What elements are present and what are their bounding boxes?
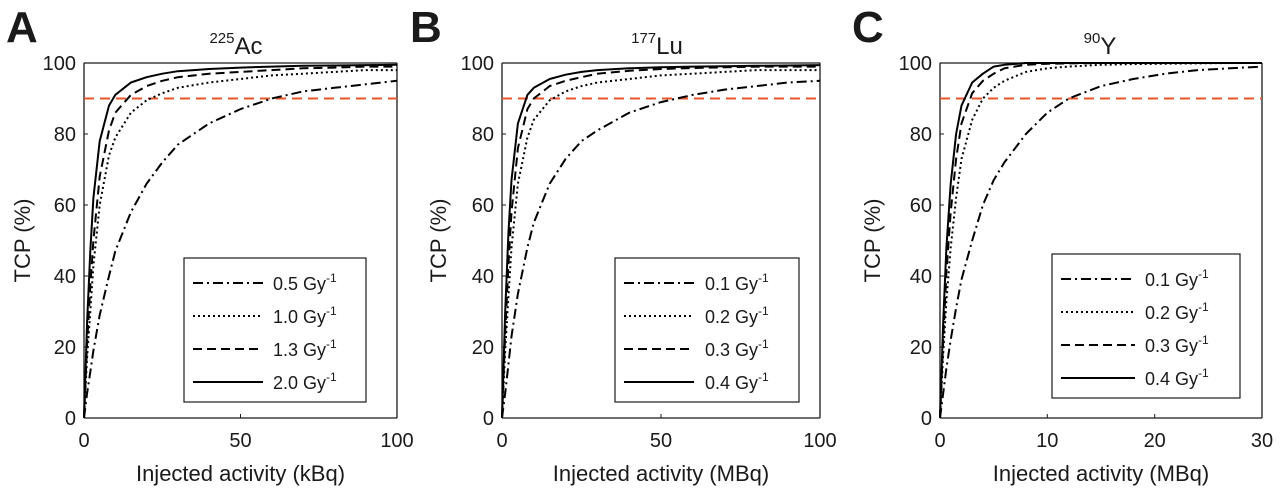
legend-label-1: 0.2 Gy-1 — [705, 304, 769, 327]
legend-label-3: 0.4 Gy-1 — [1145, 366, 1209, 389]
y-tick-label: 0 — [65, 408, 76, 430]
x-tick-label: 100 — [803, 430, 836, 452]
series-layer — [939, 62, 1263, 419]
chart-title: 90Y — [1084, 30, 1117, 60]
series-line-1 — [83, 69, 397, 419]
series-line-3 — [501, 64, 821, 419]
y-axis-label: TCP (%) — [10, 199, 35, 283]
legend-label-2: 0.3 Gy-1 — [705, 337, 769, 360]
y-axis-label: TCP (%) — [426, 199, 451, 283]
x-tick-label: 10 — [1036, 430, 1058, 452]
x-tick-label: 50 — [650, 430, 672, 452]
legend: 0.1 Gy-1 0.2 Gy-1 0.3 Gy-1 0.4 Gy-1 — [614, 257, 800, 403]
legend: 0.5 Gy-1 1.0 Gy-1 1.3 Gy-1 2.0 Gy-1 — [183, 257, 367, 403]
y-tick-label: 60 — [910, 195, 932, 217]
x-axis-label: Injected activity (kBq) — [136, 461, 345, 486]
title-element: Lu — [656, 33, 683, 60]
y-tick-label: 0 — [921, 408, 932, 430]
x-tick-label: 100 — [380, 430, 413, 452]
panel-a: A 225Ac 0 20 40 60 80 100 0 50 100 Injec… — [6, 3, 414, 486]
legend: 0.1 Gy-1 0.2 Gy-1 0.3 Gy-1 0.4 Gy-1 — [1051, 253, 1241, 399]
y-tick-label: 40 — [54, 266, 76, 288]
series-line-2 — [501, 65, 820, 419]
series-line-2 — [939, 62, 1262, 419]
y-tick-label: 20 — [910, 337, 932, 359]
y-tick-label: 80 — [54, 124, 76, 146]
title-element: Ac — [235, 33, 263, 60]
x-axis-label: Injected activity (MBq) — [993, 461, 1209, 486]
title-isotope-mass: 177 — [631, 30, 656, 47]
y-axis-label: TCP (%) — [860, 199, 885, 283]
y-tick-label: 60 — [54, 195, 76, 217]
series-line-2 — [83, 65, 397, 419]
x-tick-label: 20 — [1144, 430, 1166, 452]
panel-c: C 90Y 0 20 40 60 80 100 0 10 20 30 Injec… — [852, 3, 1273, 486]
series-line-3 — [939, 62, 1262, 419]
panel-label: B — [410, 3, 442, 52]
title-element: Y — [1100, 33, 1116, 60]
series-line-3 — [83, 63, 398, 419]
legend-label-2: 1.3 Gy-1 — [273, 337, 337, 360]
series-line-0 — [83, 79, 398, 419]
y-tick-label: 40 — [472, 266, 494, 288]
x-tick-label: 0 — [496, 430, 507, 452]
legend-label-0: 0.1 Gy-1 — [705, 271, 769, 294]
y-tick-label: 80 — [472, 124, 494, 146]
y-tick-label: 40 — [910, 266, 932, 288]
y-tick-label: 0 — [483, 408, 494, 430]
series-line-0 — [501, 79, 821, 419]
x-axis-label: Injected activity (MBq) — [553, 461, 769, 486]
x-tick-label: 50 — [229, 430, 251, 452]
legend-label-2: 0.3 Gy-1 — [1145, 333, 1209, 356]
y-ticks: 0 20 40 60 80 100 — [43, 53, 88, 430]
x-tick-label: 0 — [78, 430, 89, 452]
y-tick-label: 100 — [899, 53, 932, 75]
x-tick-label: 0 — [934, 430, 945, 452]
series-layer — [83, 63, 398, 419]
y-tick-label: 80 — [910, 124, 932, 146]
legend-label-0: 0.5 Gy-1 — [273, 271, 337, 294]
legend-label-3: 2.0 Gy-1 — [273, 370, 337, 393]
title-isotope-mass: 225 — [209, 30, 234, 47]
title-isotope-mass: 90 — [1084, 30, 1101, 47]
x-ticks: 0 50 100 — [78, 414, 414, 452]
x-ticks: 0 50 100 — [496, 414, 837, 452]
y-tick-label: 100 — [43, 53, 76, 75]
y-tick-label: 20 — [472, 337, 494, 359]
panel-label: C — [852, 3, 884, 52]
legend-label-0: 0.1 Gy-1 — [1145, 267, 1209, 290]
y-ticks: 0 20 40 60 80 100 — [899, 53, 944, 430]
chart-title: 177Lu — [631, 30, 683, 60]
series-layer — [501, 64, 821, 419]
y-tick-label: 20 — [54, 337, 76, 359]
series-line-1 — [501, 69, 820, 419]
y-tick-label: 100 — [461, 53, 494, 75]
x-tick-label: 30 — [1251, 430, 1273, 452]
legend-label-1: 0.2 Gy-1 — [1145, 300, 1209, 323]
chart-title: 225Ac — [209, 30, 262, 60]
y-ticks: 0 20 40 60 80 100 — [461, 53, 506, 430]
legend-box — [1051, 253, 1241, 399]
y-tick-label: 60 — [472, 195, 494, 217]
legend-label-1: 1.0 Gy-1 — [273, 304, 337, 327]
x-ticks: 0 10 20 30 — [934, 414, 1273, 452]
panel-label: A — [6, 3, 38, 52]
legend-label-3: 0.4 Gy-1 — [705, 370, 769, 393]
series-line-0 — [939, 65, 1263, 419]
panel-b: B 177Lu 0 20 40 60 80 100 0 50 100 Injec… — [410, 3, 837, 486]
